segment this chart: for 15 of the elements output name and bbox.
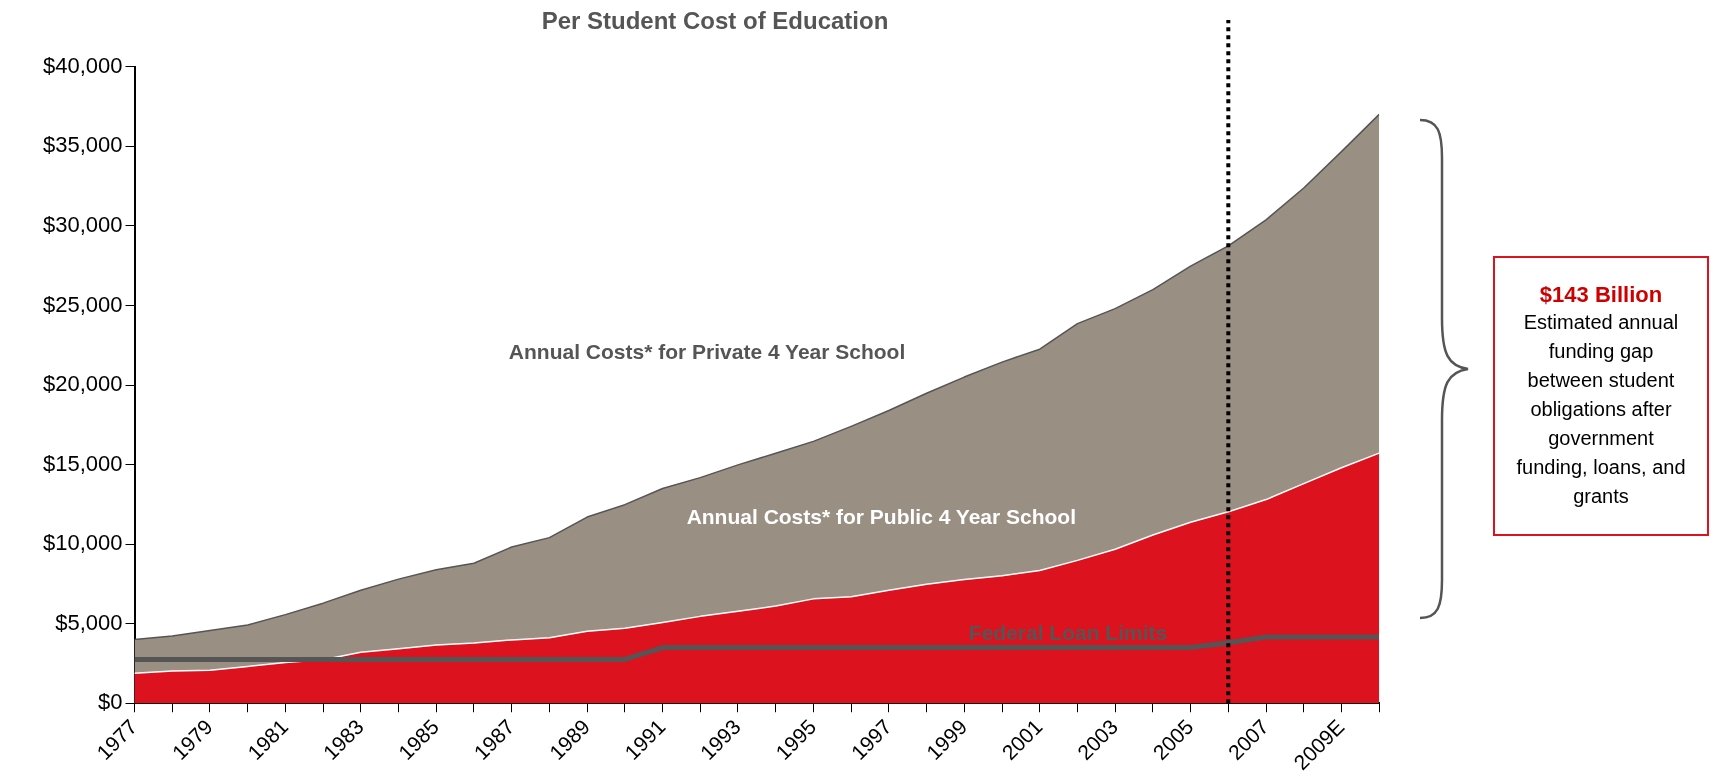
y-tick-label: $0 (98, 689, 123, 715)
series-label: Federal Loan Limits (968, 621, 1168, 645)
series-label: Annual Costs* for Private 4 Year School (508, 340, 906, 363)
y-tick-label: $20,000 (42, 371, 123, 397)
y-tick-label: $5,000 (55, 609, 123, 635)
y-tick-label: $15,000 (42, 450, 123, 476)
y-tick-label: $10,000 (42, 530, 123, 556)
text: $143 Billion (1539, 281, 1663, 308)
y-tick-label: $30,000 (42, 211, 123, 237)
y-tick-label: $35,000 (42, 132, 123, 158)
y-tick-label: $40,000 (42, 52, 123, 78)
y-tick-label: $25,000 (42, 291, 123, 317)
text: Estimated annual funding gap between student obligations after government funding, loans, and grants (1515, 309, 1687, 509)
series-label: Annual Costs* for Public 4 Year School (686, 505, 1077, 529)
chart-title: Per Student Cost of Education (541, 7, 889, 35)
